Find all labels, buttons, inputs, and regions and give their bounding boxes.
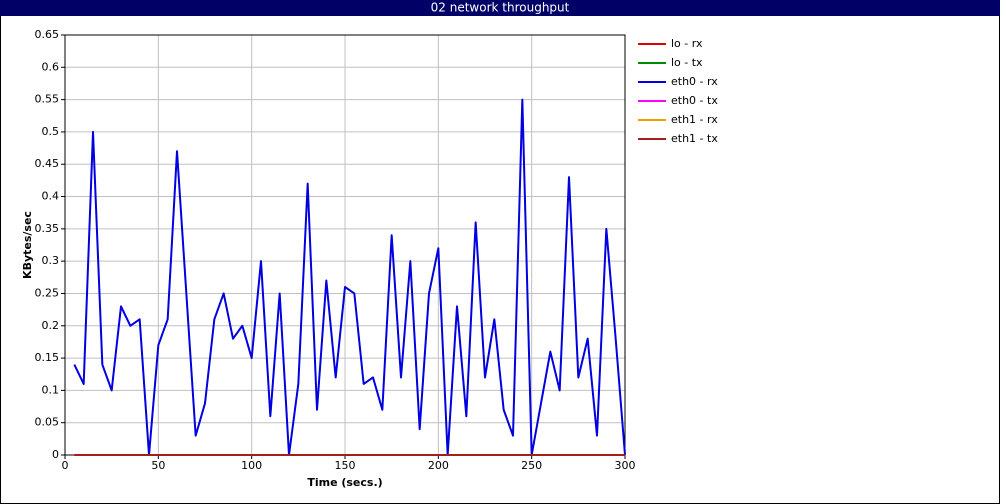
- legend-label: eth1 - tx: [671, 132, 718, 145]
- x-tick-label: 250: [521, 459, 542, 472]
- x-tick-label: 150: [335, 459, 356, 472]
- series-line: [73, 98, 626, 456]
- y-tick-label: 0.1: [42, 383, 60, 396]
- legend-label: eth0 - tx: [671, 94, 718, 107]
- y-axis-label: KBytes/sec: [21, 211, 34, 279]
- x-tick-label: 100: [241, 459, 262, 472]
- legend-label: lo - tx: [671, 56, 703, 69]
- y-tick-label: 0.6: [42, 60, 60, 73]
- chart-title: 02 network throughput: [431, 1, 570, 15]
- y-tick-label: 0.3: [42, 254, 60, 267]
- y-tick-label: 0.55: [35, 93, 60, 106]
- y-tick-label: 0.65: [35, 28, 60, 41]
- y-tick-label: 0: [52, 448, 59, 461]
- y-tick-label: 0.5: [42, 125, 60, 138]
- x-tick-label: 300: [615, 459, 636, 472]
- x-tick-label: 0: [62, 459, 69, 472]
- legend-label: eth0 - rx: [671, 75, 718, 88]
- x-tick-label: 50: [151, 459, 165, 472]
- y-tick-label: 0.15: [35, 351, 60, 364]
- y-tick-label: 0.25: [35, 286, 60, 299]
- legend-label: lo - rx: [671, 37, 703, 50]
- y-tick-label: 0.2: [42, 319, 60, 332]
- y-tick-label: 0.4: [42, 190, 60, 203]
- y-tick-label: 0.45: [35, 157, 60, 170]
- x-tick-label: 200: [428, 459, 449, 472]
- legend-label: eth1 - rx: [671, 113, 718, 126]
- x-axis-label: Time (secs.): [307, 476, 382, 489]
- title-bar: [0, 0, 1000, 16]
- y-tick-label: 0.35: [35, 222, 60, 235]
- y-tick-label: 0.05: [35, 416, 60, 429]
